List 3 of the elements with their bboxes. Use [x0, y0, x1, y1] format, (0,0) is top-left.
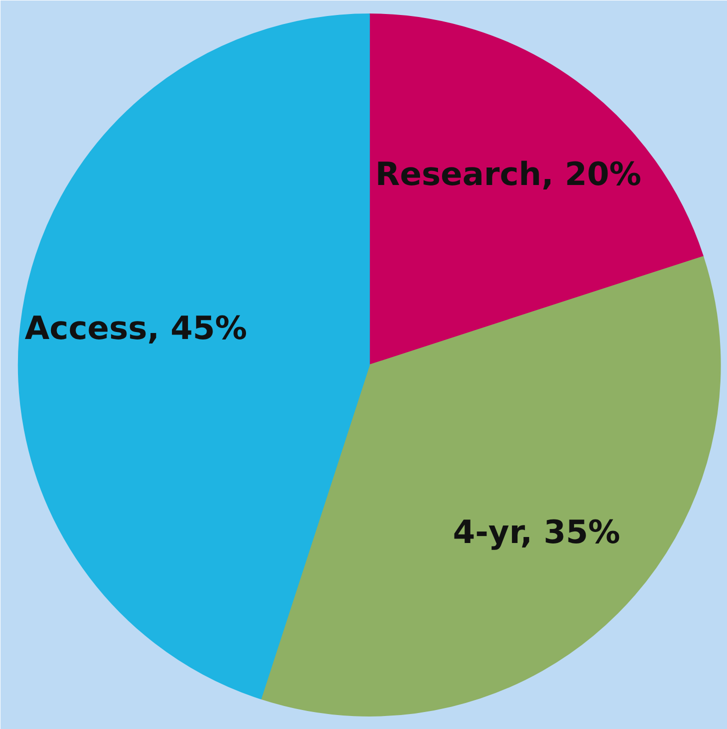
slice-label: 4-yr, 35%: [452, 512, 620, 551]
slice-label: Research, 20%: [375, 155, 642, 194]
slice-label: Access, 45%: [24, 309, 248, 348]
